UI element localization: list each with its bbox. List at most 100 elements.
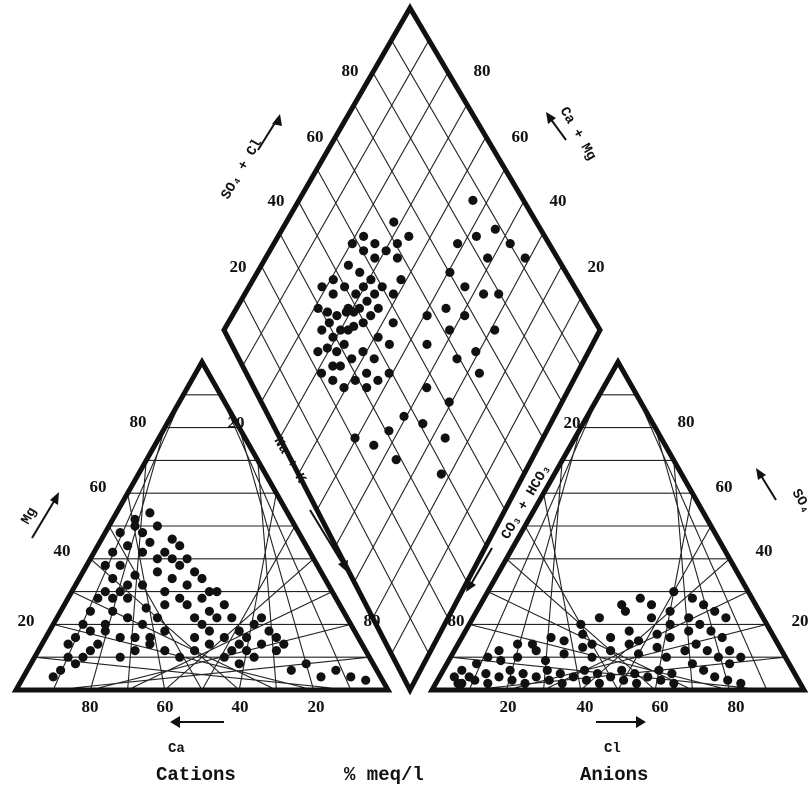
diamond-point bbox=[384, 339, 394, 349]
cation-point bbox=[108, 547, 118, 557]
anion-point bbox=[542, 665, 552, 675]
cation-point bbox=[234, 626, 244, 636]
diamond-point bbox=[399, 411, 409, 421]
anion-point bbox=[592, 669, 603, 679]
diamond-grid-line bbox=[390, 39, 582, 367]
anion-point bbox=[581, 675, 592, 685]
cation-point bbox=[197, 573, 207, 584]
anion-point bbox=[494, 672, 504, 682]
anion-point bbox=[606, 672, 616, 682]
cation-point bbox=[160, 600, 170, 610]
cation-point bbox=[175, 560, 185, 571]
diamond-point bbox=[369, 440, 379, 450]
cation-grid-line bbox=[238, 493, 277, 691]
anion-point bbox=[505, 665, 515, 675]
anion-point bbox=[457, 665, 467, 675]
cation-point bbox=[115, 632, 125, 643]
cation-point bbox=[70, 659, 81, 669]
anion-point bbox=[483, 678, 493, 689]
mg-axis-label: Mg bbox=[18, 505, 40, 528]
anion-point bbox=[633, 649, 644, 659]
ca-mg-arrow bbox=[549, 117, 567, 141]
cation-point bbox=[78, 652, 88, 662]
anion-cl-tick-label: 20 bbox=[500, 697, 517, 716]
anion-point bbox=[669, 587, 679, 597]
anion-co3-hco3-tick-label: 20 bbox=[564, 413, 581, 432]
cation-point bbox=[85, 646, 95, 656]
anion-point bbox=[630, 669, 640, 679]
anion-point bbox=[667, 669, 677, 679]
cation-point bbox=[63, 639, 73, 649]
cation-mg-tick-label: 80 bbox=[130, 412, 147, 431]
anion-point bbox=[494, 646, 504, 656]
anion-point bbox=[555, 669, 565, 679]
anion-point bbox=[706, 626, 716, 636]
sample-points bbox=[48, 195, 746, 689]
cation-ca-tick-label: 40 bbox=[232, 697, 249, 716]
ca-arrow-head bbox=[170, 716, 180, 728]
diamond-point bbox=[332, 311, 342, 321]
cation-grid-line bbox=[220, 394, 352, 691]
diamond-point bbox=[340, 282, 350, 292]
diamond-point bbox=[358, 347, 368, 357]
diamond-so4-cl-tick-label: 80 bbox=[342, 61, 359, 80]
tick-labels: 80 60 40 20 20 40 60 80 20 80 20 40 60 80 20 40 60 80 20 80… bbox=[18, 61, 809, 716]
cation-point bbox=[204, 639, 214, 649]
diamond-ca-mg-tick-label: 80 bbox=[474, 61, 491, 80]
cation-point bbox=[130, 514, 140, 525]
diamond-grid-line bbox=[372, 72, 563, 403]
anion-point bbox=[665, 606, 675, 616]
anion-point bbox=[449, 672, 459, 682]
cation-point bbox=[227, 613, 237, 623]
diamond-point bbox=[392, 239, 402, 249]
cation-point bbox=[167, 534, 177, 544]
diamond-grid-line bbox=[335, 136, 525, 475]
anion-point bbox=[624, 639, 634, 649]
so4-axis-label: SO₄ bbox=[788, 487, 810, 517]
diamond-point bbox=[328, 375, 338, 385]
diamond-point bbox=[384, 426, 394, 436]
cl-axis-label: Cl bbox=[604, 741, 621, 757]
anion-point bbox=[736, 652, 746, 662]
cation-point bbox=[204, 626, 214, 636]
anion-point bbox=[633, 636, 644, 646]
diamond-grid-line bbox=[260, 72, 449, 403]
anion-co3-hco3-tick-label: 80 bbox=[448, 611, 465, 630]
anion-point bbox=[687, 593, 698, 603]
cation-point bbox=[190, 646, 200, 656]
cation-point bbox=[271, 632, 281, 643]
anion-point bbox=[481, 669, 491, 679]
diamond-point bbox=[347, 239, 357, 249]
diamond-point bbox=[362, 383, 372, 393]
cation-ca-tick-label: 60 bbox=[157, 697, 174, 716]
diamond-point bbox=[490, 224, 500, 234]
cation-point bbox=[160, 587, 170, 597]
cation-point bbox=[227, 646, 237, 656]
anion-point bbox=[725, 659, 735, 669]
cation-point bbox=[197, 619, 207, 630]
diamond-point bbox=[316, 368, 327, 378]
anion-point bbox=[680, 646, 690, 656]
cation-grid-line bbox=[201, 525, 296, 691]
cation-point bbox=[48, 672, 58, 682]
diamond-point bbox=[452, 354, 462, 364]
diamond-so4-cl-tick-label: 20 bbox=[230, 257, 247, 276]
anion-point bbox=[578, 642, 588, 653]
cation-point bbox=[108, 593, 118, 603]
diamond-point bbox=[460, 282, 470, 292]
cation-point bbox=[212, 613, 222, 623]
diamond-point bbox=[358, 282, 368, 292]
anion-point bbox=[661, 652, 672, 662]
anion-point bbox=[699, 665, 709, 675]
diamond-point bbox=[355, 267, 365, 277]
diamond-point bbox=[471, 347, 481, 357]
anion-point bbox=[710, 606, 720, 616]
cation-point bbox=[145, 639, 155, 649]
diamond-point bbox=[391, 455, 401, 465]
na-k-axis-label: Na + K bbox=[270, 435, 309, 487]
cation-point bbox=[108, 573, 118, 584]
cation-point bbox=[85, 626, 95, 636]
cation-point bbox=[190, 632, 200, 643]
cation-point bbox=[197, 593, 207, 603]
